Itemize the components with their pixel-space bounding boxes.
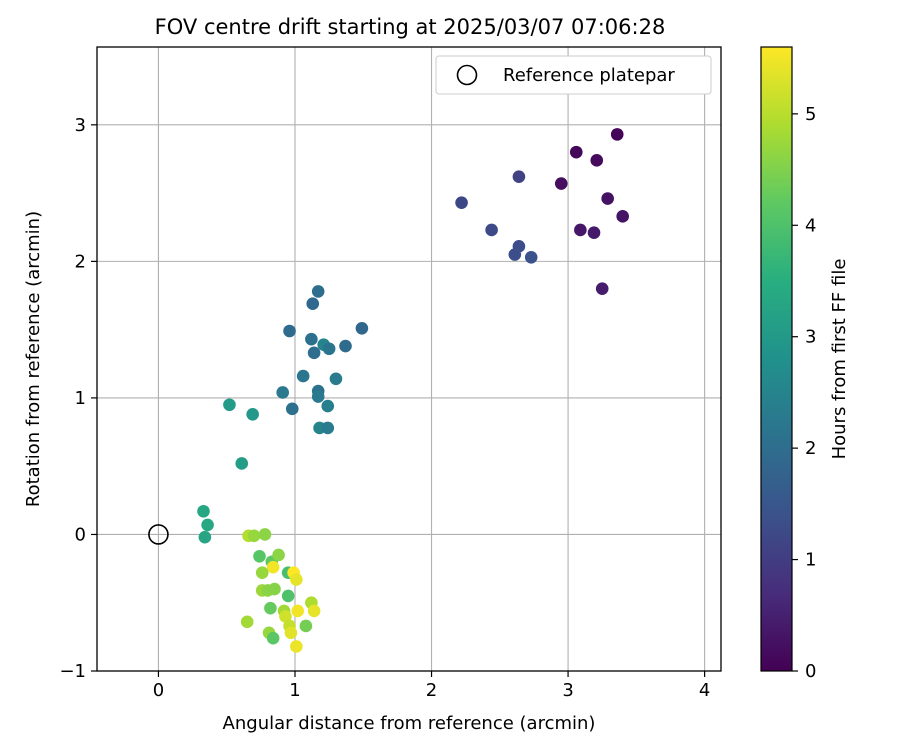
- data-point: [235, 457, 249, 470]
- data-point: [290, 573, 303, 586]
- reference-marker-layer: [148, 524, 169, 545]
- data-point: [554, 177, 568, 190]
- data-point: [311, 285, 325, 298]
- colorbar-label: Hours from first FF file: [829, 259, 850, 460]
- colorbar-tick-label: 5: [805, 104, 816, 125]
- legend-entry-reference-platepar: Reference platepar: [503, 65, 675, 86]
- data-point: [268, 582, 281, 596]
- data-point: [258, 528, 272, 541]
- data-point: [616, 210, 629, 223]
- y-tick-label: 1: [75, 388, 86, 409]
- data-point: [281, 589, 295, 603]
- data-point: [307, 346, 321, 360]
- data-point: [246, 407, 259, 421]
- legend-reference-marker: [456, 64, 478, 86]
- data-point: [223, 398, 236, 412]
- data-point: [290, 640, 303, 653]
- data-point: [299, 619, 313, 633]
- plot-area-frame: [96, 46, 722, 672]
- data-point: [279, 610, 292, 623]
- data-point: [198, 530, 212, 544]
- data-point: [255, 566, 269, 579]
- data-point: [264, 601, 277, 615]
- x-tick-label: 4: [699, 680, 710, 701]
- y-tick-label: 2: [75, 251, 86, 272]
- colorbar-gradient: [760, 46, 793, 672]
- data-point: [321, 399, 335, 413]
- grid-lines: [97, 47, 721, 672]
- data-point: [285, 402, 299, 416]
- data-point: [305, 332, 318, 346]
- y-axis-ticks: −1 0 1 2 3: [59, 115, 97, 682]
- data-point: [569, 145, 583, 159]
- data-point: [329, 372, 343, 386]
- data-point: [266, 631, 280, 645]
- colorbar-tick-label: 1: [805, 550, 816, 571]
- x-axis-ticks: 0 1 2 3 4: [153, 671, 710, 701]
- data-point: [291, 604, 305, 618]
- data-point: [455, 196, 468, 209]
- legend-box: [435, 55, 712, 95]
- data-point: [284, 626, 298, 640]
- data-point: [296, 369, 310, 383]
- colorbar-ticks: 0 1 2 3 4 5: [792, 104, 816, 682]
- data-point: [610, 128, 624, 141]
- y-axis-label: Rotation from reference (arcmin): [23, 211, 44, 507]
- data-point: [247, 529, 261, 543]
- data-point: [574, 223, 587, 237]
- x-tick-label: 3: [562, 680, 573, 701]
- colorbar-tick-label: 4: [805, 215, 816, 236]
- data-point: [197, 504, 210, 518]
- data-point: [485, 223, 498, 237]
- data-point: [590, 154, 604, 167]
- reference-platepar-marker: [148, 524, 169, 545]
- x-tick-label: 0: [153, 680, 164, 701]
- y-tick-label: 0: [75, 524, 86, 545]
- colorbar-tick-label: 2: [805, 438, 816, 459]
- data-point: [508, 248, 522, 261]
- data-point: [201, 518, 214, 532]
- data-points: [197, 128, 629, 653]
- colorbar: 0 1 2 3 4 5 Hours from first FF file: [760, 46, 850, 682]
- data-point: [524, 250, 538, 264]
- data-point: [311, 390, 325, 403]
- y-tick-label: 3: [75, 115, 86, 136]
- chart-title: FOV centre drift starting at 2025/03/07 …: [155, 15, 666, 39]
- data-point: [512, 170, 526, 184]
- data-point: [253, 550, 266, 563]
- data-point: [306, 297, 320, 311]
- data-point: [587, 226, 601, 239]
- data-point: [276, 386, 289, 399]
- data-point: [595, 282, 609, 295]
- x-tick-label: 2: [426, 680, 437, 701]
- colorbar-tick-label: 3: [805, 327, 816, 348]
- colorbar-tick-label: 0: [805, 661, 816, 682]
- data-point: [307, 604, 321, 618]
- data-point: [601, 192, 614, 205]
- legend: Reference platepar: [435, 55, 712, 95]
- data-point: [322, 342, 336, 356]
- data-point: [283, 324, 296, 338]
- x-tick-label: 1: [289, 680, 300, 701]
- data-point: [272, 548, 285, 562]
- data-point: [240, 615, 254, 629]
- data-point: [355, 321, 369, 335]
- y-tick-label: −1: [59, 661, 86, 682]
- x-axis-label: Angular distance from reference (arcmin): [223, 713, 596, 734]
- data-point: [321, 421, 335, 435]
- data-point: [266, 560, 280, 574]
- data-point: [339, 339, 352, 353]
